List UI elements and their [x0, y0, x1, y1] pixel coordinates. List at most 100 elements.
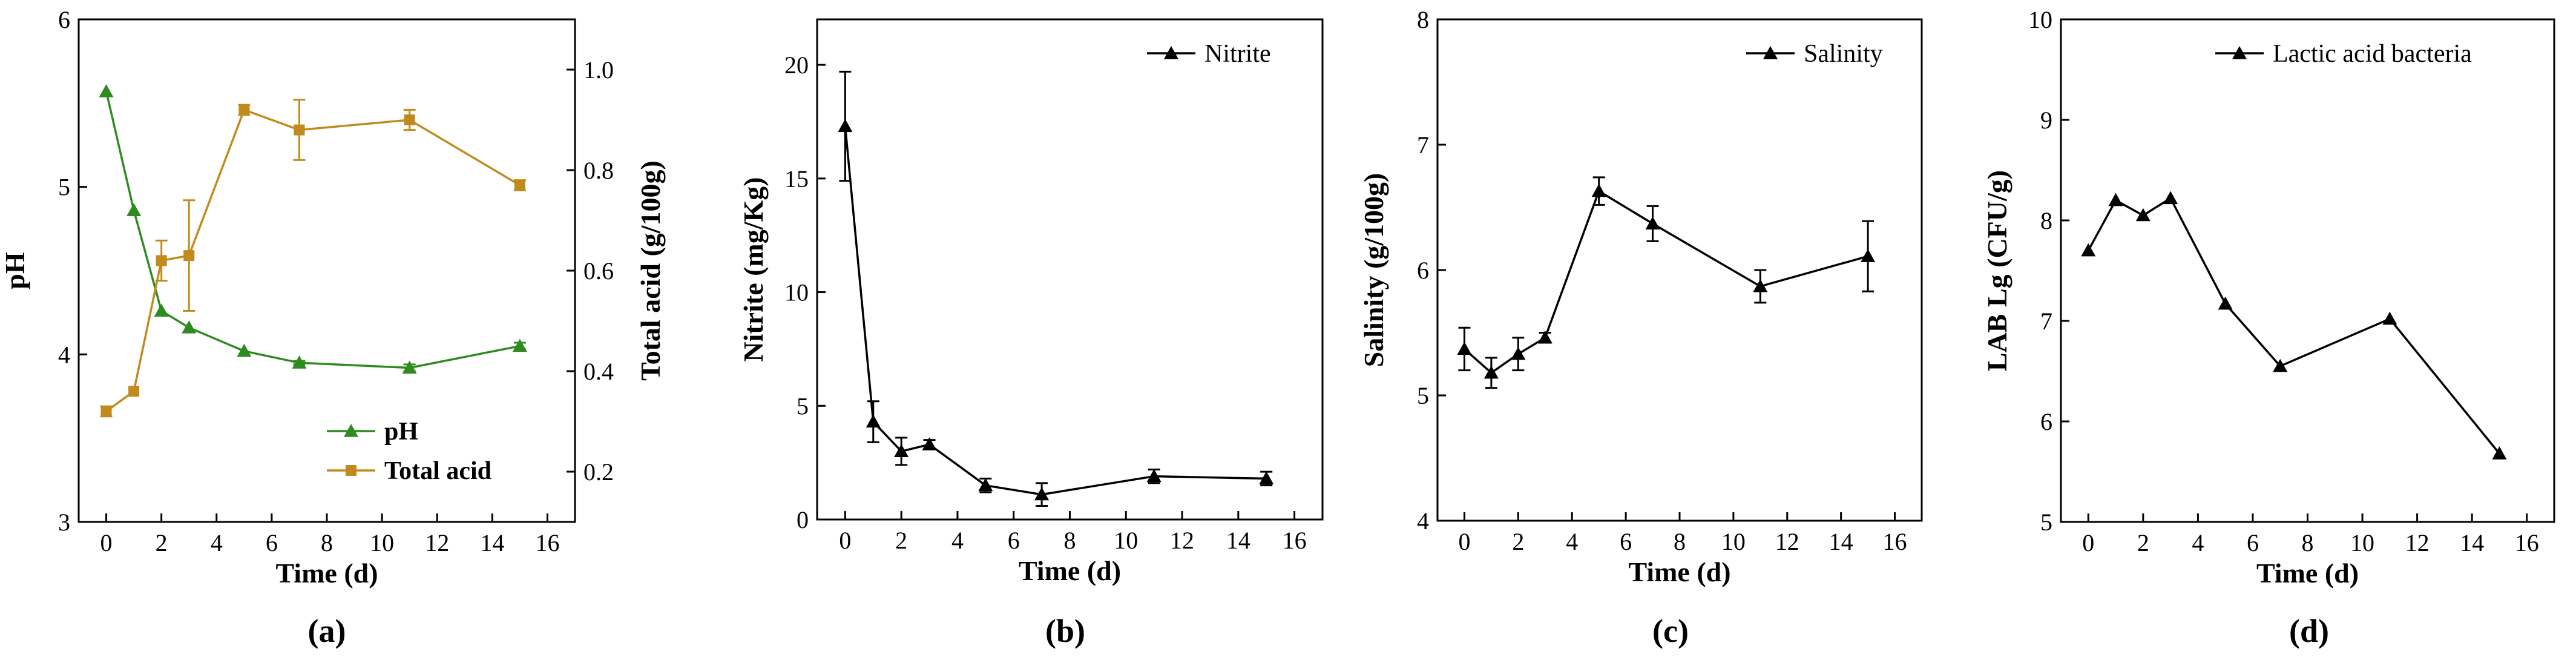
x-tick-label: 0: [839, 527, 851, 554]
data-point: [514, 179, 525, 191]
x-tick-label: 2: [1512, 528, 1524, 555]
data-point: [978, 478, 993, 492]
x-tick-label: 10: [2350, 529, 2374, 556]
x-tick-label: 10: [1114, 527, 1138, 554]
legend-marker: [346, 465, 356, 476]
legend-marker: [1763, 46, 1778, 59]
series-line: [105, 91, 521, 369]
x-tick-label: 16: [1283, 527, 1307, 554]
series-salinity: [1457, 176, 1876, 389]
y-axis-label: Salinity (g/100g): [1358, 173, 1389, 368]
data-point: [512, 338, 527, 352]
x-tick-label: 6: [1008, 527, 1020, 554]
legend-label: Total acid: [384, 457, 491, 485]
x-tick-label: 8: [1674, 528, 1686, 555]
data-point: [238, 104, 250, 116]
x-tick-label: 6: [2247, 529, 2259, 556]
y2-tick-label: 0.6: [583, 257, 614, 285]
chart-panel-1: 0 2 4 6 8 10 12 14 16 3 4 5 6 0.2 0.4 0.6 0.8 1.0 Time (d)…: [0, 6, 666, 649]
data-point: [2492, 446, 2507, 460]
x-tick-label: 10: [1721, 528, 1746, 555]
y-tick-label: 5: [2040, 509, 2052, 536]
y-tick-label: 6: [2040, 408, 2052, 435]
y2-tick-label: 0.8: [583, 157, 614, 184]
y-tick-label: 6: [58, 6, 70, 33]
data-point: [922, 437, 937, 450]
legend-marker: [1164, 46, 1178, 59]
series-ph: [99, 84, 527, 374]
x-axis-label: Time (d): [1628, 556, 1730, 587]
x-tick-label: 12: [2405, 529, 2430, 556]
data-point: [2218, 296, 2233, 310]
data-point: [182, 320, 197, 334]
x-tick-label: 2: [2137, 529, 2149, 556]
y-tick-label: 3: [58, 509, 70, 536]
panel-label: (d): [2289, 613, 2329, 649]
y-axis-label: pH: [0, 252, 30, 289]
x-tick-label: 2: [895, 527, 907, 554]
series-line: [1464, 189, 1868, 374]
x-tick-label: 16: [2515, 529, 2539, 556]
legend: pH Total acid: [327, 418, 491, 485]
data-point: [2273, 358, 2288, 372]
y-tick-label: 20: [784, 51, 809, 79]
x-tick-label: 12: [1170, 527, 1194, 554]
x-tick-label: 16: [1883, 528, 1907, 555]
x-tick-label: 4: [1566, 528, 1578, 555]
x-axis-label: Time (d): [275, 558, 378, 589]
y-tick-label: 8: [1417, 6, 1429, 33]
y-tick-label: 4: [58, 341, 70, 368]
data-point: [1645, 216, 1660, 230]
legend: Salinity: [1746, 40, 1883, 68]
data-point: [2108, 193, 2123, 206]
data-point: [2163, 191, 2178, 205]
x-tick-label: 14: [480, 529, 504, 556]
y-tick-label: 6: [1417, 257, 1429, 284]
data-point: [128, 386, 140, 397]
x-tick-label: 14: [2460, 529, 2484, 556]
legend: Lactic acid bacteria: [2215, 40, 2472, 68]
x-tick-label: 0: [2082, 529, 2094, 556]
y-tick-label: 5: [58, 174, 70, 201]
data-point: [1457, 341, 1472, 355]
data-point: [1591, 183, 1606, 197]
series-line: [2087, 196, 2500, 455]
data-point: [2382, 311, 2397, 325]
x-tick-label: 6: [1620, 528, 1632, 555]
data-point: [2135, 208, 2150, 222]
y-tick-label: 5: [1417, 382, 1429, 409]
y-tick-label: 4: [1417, 507, 1429, 535]
panel-label: (a): [308, 613, 346, 649]
data-point: [237, 343, 252, 357]
x-tick-label: 14: [1829, 528, 1853, 555]
panel-label: (c): [1652, 613, 1689, 649]
x-tick-label: 4: [951, 527, 964, 554]
data-point: [99, 84, 114, 97]
y-tick-label: 8: [2040, 207, 2052, 234]
y-axis-label: Nitrite (mg/Kg): [738, 177, 769, 361]
x-tick-label: 14: [1226, 527, 1250, 554]
y-tick-label: 10: [2028, 6, 2052, 33]
data-point: [404, 114, 415, 125]
y-axis-label: LAB Lg (CFU/g): [1982, 170, 2012, 371]
x-tick-label: 12: [425, 529, 449, 556]
legend-label: Lactic acid bacteria: [2273, 40, 2472, 68]
series-nitrite: [838, 70, 1274, 507]
plot-frame: [1436, 18, 1923, 522]
data-point: [1259, 471, 1274, 485]
x-tick-label: 8: [2302, 529, 2314, 556]
x-axis-label: Time (d): [1019, 555, 1121, 586]
y2-tick-label: 0.2: [583, 458, 614, 486]
legend-label: pH: [384, 418, 418, 446]
x-tick-label: 0: [100, 529, 113, 556]
data-point: [1753, 279, 1768, 292]
data-point: [156, 255, 167, 266]
series-line: [844, 126, 1267, 496]
data-point: [154, 303, 169, 317]
y2-tick-label: 1.0: [583, 56, 614, 84]
data-point: [2081, 243, 2096, 257]
y-tick-label: 7: [1417, 131, 1429, 159]
plot-frame: [816, 18, 1324, 521]
